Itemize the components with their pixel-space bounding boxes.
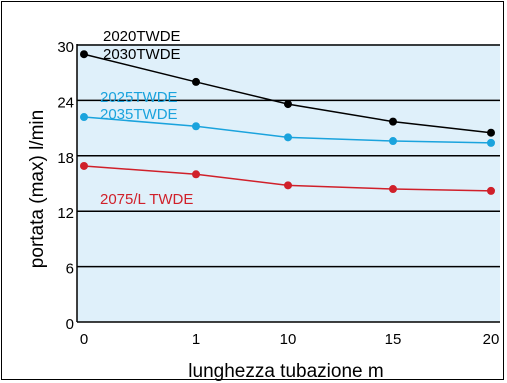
series-label: 2020TWDE	[103, 28, 181, 45]
y-tick-labels: 0 6 12 18 24 30	[57, 39, 74, 333]
data-point	[284, 133, 292, 142]
data-point	[192, 122, 200, 131]
series-group	[80, 50, 495, 195]
data-point	[487, 186, 495, 195]
data-point	[284, 181, 292, 190]
data-point	[487, 128, 495, 137]
data-point	[284, 100, 292, 109]
x-tick-label: 10	[280, 331, 297, 348]
x-tick-label: 1	[192, 331, 200, 348]
x-tick-labels: 0 1 10 15 20	[80, 331, 500, 348]
series-label: 2035TWDE	[100, 106, 178, 123]
grid-lines	[77, 44, 500, 268]
series-label: 2030TWDE	[103, 46, 181, 63]
data-point	[80, 50, 88, 59]
y-tick-label: 24	[57, 94, 74, 111]
data-point	[192, 170, 200, 179]
y-tick-label: 0	[66, 316, 74, 333]
y-tick-label: 12	[57, 205, 74, 222]
y-tick-label: 18	[57, 150, 74, 167]
data-point	[487, 138, 495, 147]
y-tick-label: 6	[66, 261, 74, 278]
x-tick-label: 20	[483, 331, 500, 348]
data-point	[80, 113, 88, 122]
series-label: 2075/L TWDE	[100, 191, 193, 208]
axes	[76, 44, 500, 323]
data-point	[192, 77, 200, 86]
x-tick-label: 0	[80, 331, 88, 348]
data-point	[389, 185, 397, 194]
y-tick-label: 30	[57, 39, 74, 56]
x-tick-label: 15	[385, 331, 402, 348]
data-point	[389, 137, 397, 146]
y-axis-label: portata (max) l/min	[27, 110, 48, 268]
data-point	[389, 117, 397, 126]
series-label: 2025TWDE	[100, 89, 178, 106]
data-point	[80, 161, 88, 170]
x-axis-label: lunghezza tubazione m	[188, 361, 383, 382]
